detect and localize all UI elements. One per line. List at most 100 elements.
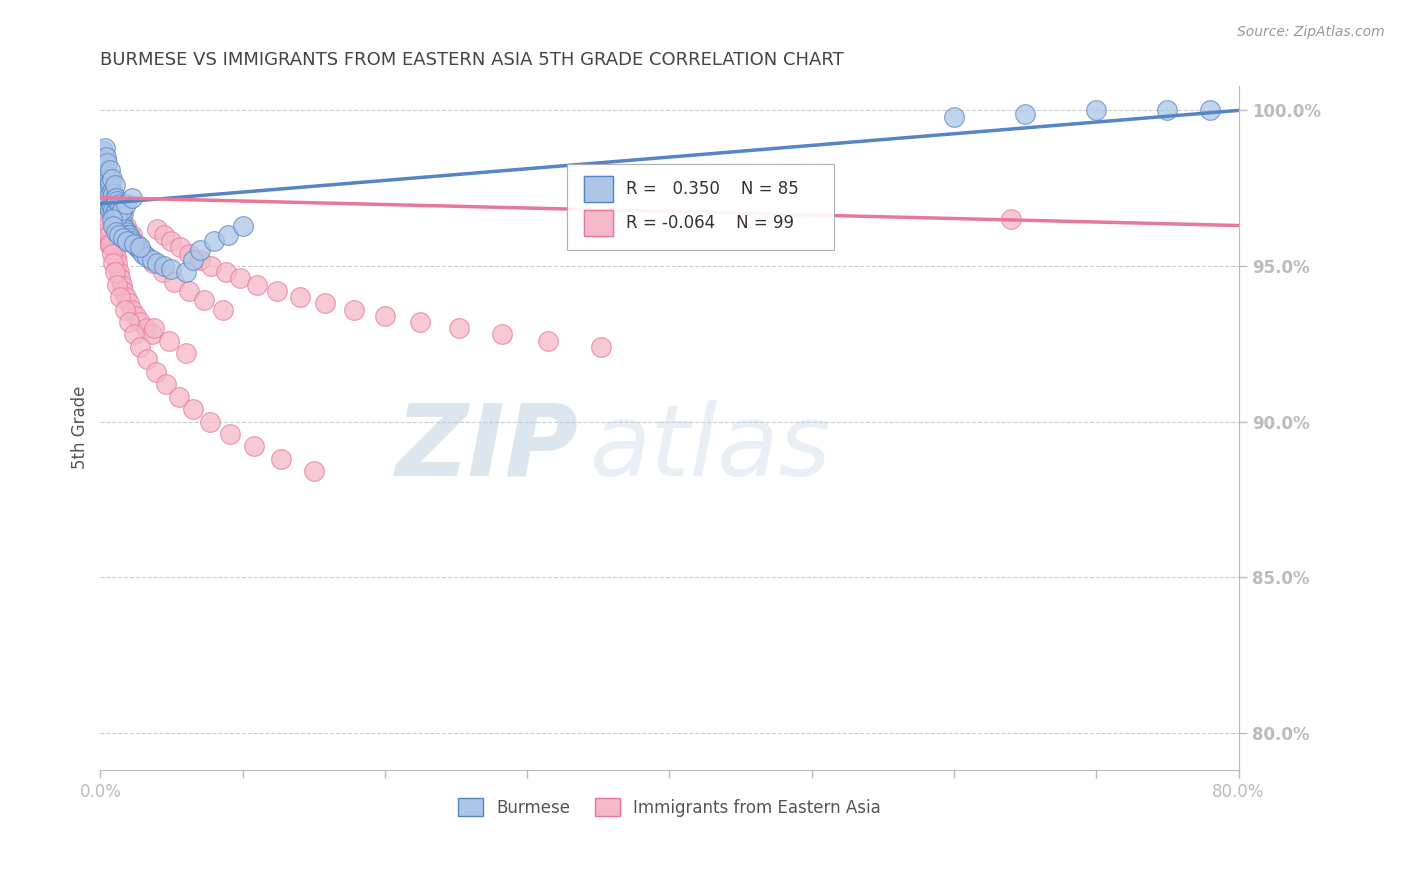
Point: [112, 231, 135, 245]
Point: [93, 196, 115, 211]
Point: [302, 464, 325, 478]
Point: [100, 200, 122, 214]
Point: [98, 181, 121, 195]
Point: [229, 271, 252, 285]
Point: [141, 252, 163, 267]
Point: [94, 150, 117, 164]
Point: [111, 212, 134, 227]
Point: [153, 259, 176, 273]
Point: [90, 166, 112, 180]
Point: [112, 206, 135, 220]
Point: [91, 209, 114, 223]
Point: [93, 190, 115, 204]
Point: [115, 219, 138, 233]
Point: [124, 237, 146, 252]
Point: [97, 172, 120, 186]
Point: [214, 265, 236, 279]
Point: [146, 256, 169, 270]
Point: [129, 240, 152, 254]
Text: ZIP: ZIP: [395, 400, 578, 497]
Point: [108, 202, 131, 217]
Point: [188, 252, 211, 267]
Point: [121, 227, 143, 242]
Text: Source: ZipAtlas.com: Source: ZipAtlas.com: [1237, 25, 1385, 39]
Point: [103, 244, 125, 258]
Point: [118, 315, 141, 329]
Point: [97, 225, 120, 239]
Point: [174, 265, 197, 279]
Point: [188, 244, 211, 258]
Point: [136, 352, 159, 367]
Text: R = -0.064    N = 99: R = -0.064 N = 99: [626, 214, 794, 232]
Point: [193, 293, 215, 308]
Point: [96, 156, 118, 170]
Bar: [583, 176, 613, 202]
Point: [91, 190, 114, 204]
Point: [108, 265, 131, 279]
Point: [103, 190, 125, 204]
Point: [1014, 106, 1036, 120]
Point: [447, 321, 470, 335]
Point: [108, 196, 131, 211]
Point: [96, 181, 118, 195]
Point: [94, 190, 117, 204]
Point: [111, 202, 134, 217]
Point: [181, 402, 204, 417]
Point: [105, 196, 128, 211]
Point: [90, 153, 112, 168]
Text: R =   0.350    N = 85: R = 0.350 N = 85: [626, 180, 799, 198]
Point: [93, 181, 115, 195]
Point: [232, 219, 254, 233]
Point: [132, 246, 155, 260]
Point: [246, 277, 269, 292]
Point: [112, 284, 135, 298]
Point: [142, 256, 165, 270]
Point: [98, 202, 121, 217]
Point: [115, 290, 138, 304]
Point: [100, 184, 122, 198]
Point: [101, 219, 124, 233]
Point: [129, 340, 152, 354]
Point: [127, 240, 149, 254]
Point: [100, 246, 122, 260]
Point: [141, 327, 163, 342]
Point: [117, 227, 139, 242]
Point: [90, 181, 112, 195]
Point: [118, 227, 141, 242]
Point: [136, 250, 159, 264]
Point: [314, 296, 336, 310]
Point: [98, 162, 121, 177]
Point: [115, 196, 138, 211]
Point: [114, 302, 136, 317]
Point: [100, 212, 122, 227]
Point: [134, 246, 156, 260]
Point: [152, 265, 174, 279]
Point: [146, 221, 169, 235]
Point: [174, 346, 197, 360]
Point: [105, 225, 128, 239]
Point: [111, 219, 134, 233]
Legend: Burmese, Immigrants from Eastern Asia: Burmese, Immigrants from Eastern Asia: [451, 792, 887, 823]
Point: [91, 144, 114, 158]
Point: [169, 240, 191, 254]
Point: [127, 237, 149, 252]
Point: [103, 206, 125, 220]
Point: [105, 250, 128, 264]
Point: [107, 209, 129, 223]
Point: [288, 290, 311, 304]
Point: [218, 427, 240, 442]
Point: [90, 196, 112, 211]
Point: [90, 209, 112, 223]
Point: [110, 271, 132, 285]
Point: [100, 240, 122, 254]
Point: [98, 237, 121, 252]
Point: [1000, 212, 1022, 227]
Point: [342, 302, 364, 317]
Point: [98, 221, 121, 235]
Point: [200, 259, 222, 273]
Point: [409, 315, 432, 329]
Point: [98, 234, 121, 248]
Point: [94, 175, 117, 189]
Point: [1156, 103, 1178, 118]
Point: [91, 181, 114, 195]
